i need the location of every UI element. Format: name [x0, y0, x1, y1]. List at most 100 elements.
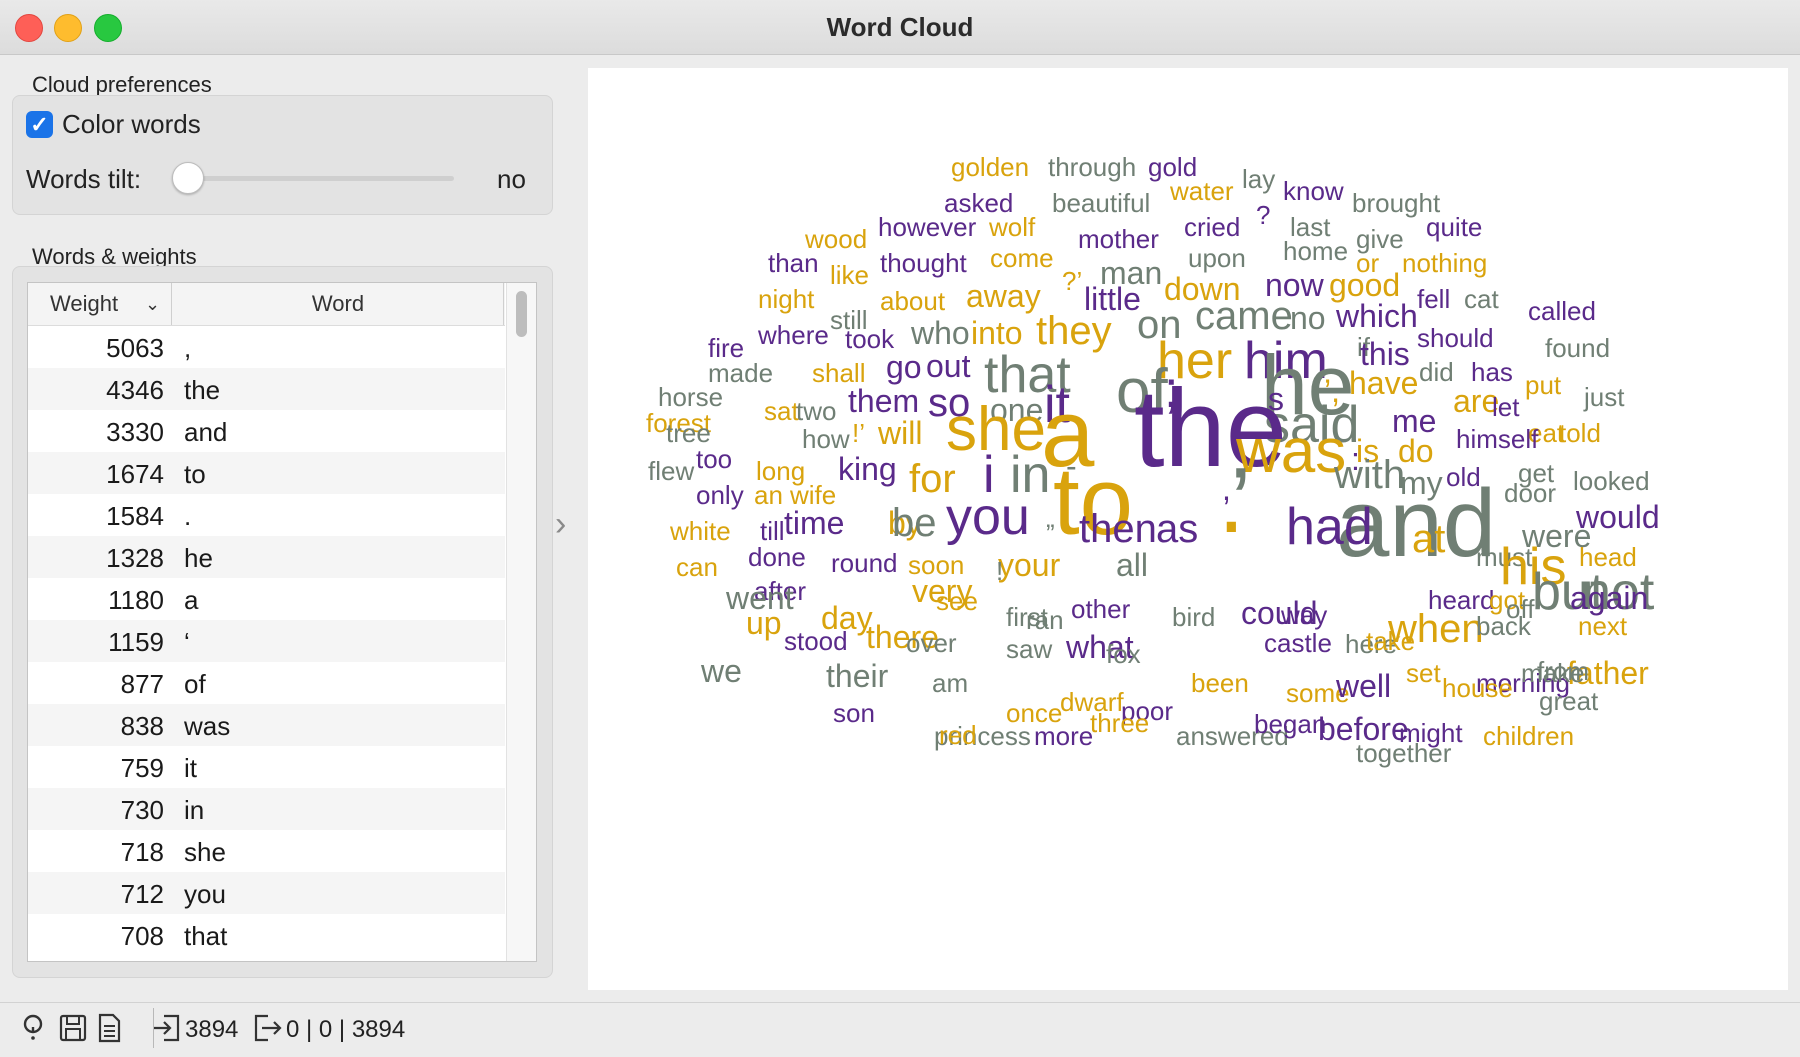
cloud-word[interactable]: lay [1242, 164, 1275, 194]
cloud-word[interactable]: had [1286, 498, 1373, 556]
cloud-word[interactable]: ’, [1324, 373, 1340, 409]
cloud-word[interactable]: has [1471, 357, 1513, 387]
cloud-word[interactable]: shall [812, 358, 865, 388]
cloud-word[interactable]: , [1222, 471, 1231, 507]
cloud-word[interactable]: am [932, 668, 968, 698]
table-row[interactable]: 712 you [28, 872, 505, 914]
cloud-word[interactable]: way [1280, 600, 1327, 630]
cloud-word[interactable]: very [912, 573, 972, 609]
cloud-word[interactable]: ran [1026, 605, 1064, 635]
cloud-word[interactable]: from [1537, 656, 1589, 686]
cloud-word[interactable]: wood [804, 224, 867, 254]
cloud-word[interactable]: heard [1428, 585, 1495, 615]
cloud-word[interactable]: ’ [1230, 448, 1251, 555]
cloud-word[interactable]: now [1265, 267, 1325, 303]
cloud-word[interactable]: more [1034, 721, 1093, 751]
cloud-word[interactable]: fell [1417, 284, 1450, 314]
cloud-word[interactable]: great [1539, 686, 1599, 716]
cloud-word[interactable]: on [1137, 303, 1182, 347]
cloud-word[interactable]: found [1545, 333, 1610, 363]
table-row[interactable]: 1159 ‘ [28, 620, 505, 662]
cloud-word[interactable]: by [888, 505, 922, 541]
cloud-word[interactable]: not [1582, 563, 1655, 621]
cloud-word[interactable]: s [1268, 381, 1284, 417]
cloud-word[interactable]: she [946, 395, 1046, 464]
cloud-word[interactable]: been [1191, 668, 1249, 698]
cloud-word[interactable]: her [1157, 332, 1232, 390]
table-row[interactable]: 877 of [28, 662, 505, 704]
cloud-word[interactable]: into [971, 315, 1023, 351]
cloud-word[interactable]: who [910, 315, 970, 351]
cloud-word[interactable]: how [802, 424, 850, 454]
cloud-word[interactable]: where [757, 320, 829, 350]
cloud-word[interactable]: made [708, 358, 773, 388]
cloud-word[interactable]: first [1006, 602, 1049, 632]
cloud-word[interactable]: long [756, 456, 805, 486]
cloud-word[interactable]: father [1567, 655, 1649, 691]
cloud-word[interactable]: will [877, 415, 922, 451]
cloud-word[interactable]: was [1235, 417, 1346, 486]
cloud-word[interactable]: that [984, 346, 1071, 404]
cloud-word[interactable]: must [1476, 542, 1533, 572]
cloud-word[interactable]: do [1398, 433, 1434, 469]
word-column-header[interactable]: Word [173, 283, 504, 325]
table-row[interactable]: 730 in [28, 788, 505, 830]
cloud-word[interactable]: done [748, 542, 806, 572]
cloud-word[interactable]: quite [1426, 212, 1482, 242]
cloud-word[interactable]: should [1417, 323, 1494, 353]
cloud-word[interactable]: bird [1172, 602, 1215, 632]
cloud-word[interactable]: then [1079, 507, 1157, 551]
cloud-word[interactable]: only [696, 480, 744, 510]
cloud-word[interactable]: himself [1456, 424, 1539, 454]
collapse-panel-chevron-icon[interactable]: › [555, 505, 567, 543]
cloud-word[interactable]: - [1066, 448, 1077, 484]
cloud-word[interactable]: would [1575, 499, 1660, 535]
cloud-word[interactable]: just [1583, 382, 1625, 412]
cloud-word[interactable]: together [1356, 738, 1452, 768]
cloud-word[interactable]: fire [708, 333, 744, 363]
cloud-word[interactable]: dwarf [1060, 687, 1124, 717]
cloud-word[interactable]: saw [1006, 634, 1052, 664]
table-row[interactable]: 4346 the [28, 368, 505, 410]
cloud-word[interactable]: castle [1264, 628, 1332, 658]
cloud-word[interactable]: like [830, 260, 869, 290]
cloud-word[interactable]: have [1349, 365, 1418, 401]
cloud-word[interactable]: forest [646, 408, 712, 438]
cloud-word[interactable]: to [1053, 448, 1133, 555]
cloud-word[interactable]: house [1442, 673, 1513, 703]
cloud-word[interactable]: however [878, 212, 977, 242]
cloud-word[interactable]: red [939, 720, 977, 750]
table-row[interactable]: 708 that [28, 914, 505, 956]
cloud-word[interactable]: all [1116, 547, 1148, 583]
cloud-word[interactable]: up [746, 605, 782, 641]
cloud-word[interactable]: last [1290, 212, 1331, 242]
cloud-word[interactable]: make [1521, 658, 1585, 688]
cloud-word[interactable]: poor [1121, 696, 1173, 726]
cloud-word[interactable]: old [1446, 462, 1481, 492]
cloud-word[interactable]: three [1090, 708, 1149, 738]
cloud-word[interactable]: wolf [988, 212, 1036, 242]
cloud-word[interactable]: take [1366, 626, 1415, 656]
table-row[interactable]: 1674 to [28, 452, 505, 494]
cloud-word[interactable]: ? [1256, 200, 1270, 230]
cloud-word[interactable]: took [845, 324, 895, 354]
cloud-word[interactable]: till [760, 516, 785, 546]
cloud-word[interactable]: there [866, 619, 939, 655]
cloud-word[interactable]: again [1570, 580, 1648, 616]
cloud-word[interactable]: gold [1148, 152, 1197, 182]
cloud-word[interactable]: round [831, 548, 898, 578]
cloud-word[interactable]: they [1036, 309, 1112, 353]
cloud-word[interactable]: man [1100, 255, 1162, 291]
cloud-word[interactable]: and [1336, 470, 1496, 577]
cloud-word[interactable]: morning [1476, 668, 1570, 698]
table-row[interactable]: 718 she [28, 830, 505, 872]
cloud-word[interactable]: night [758, 284, 815, 314]
cloud-word[interactable]: next [1578, 611, 1628, 641]
cloud-word[interactable]: cat [1464, 284, 1499, 314]
table-row[interactable]: 838 was [28, 704, 505, 746]
cloud-word[interactable]: asked [944, 188, 1013, 218]
cloud-word[interactable]: tree [666, 418, 711, 448]
cloud-word[interactable]: king [838, 451, 897, 487]
cloud-word[interactable]: away [966, 278, 1041, 314]
cloud-word[interactable]: day [821, 600, 873, 636]
